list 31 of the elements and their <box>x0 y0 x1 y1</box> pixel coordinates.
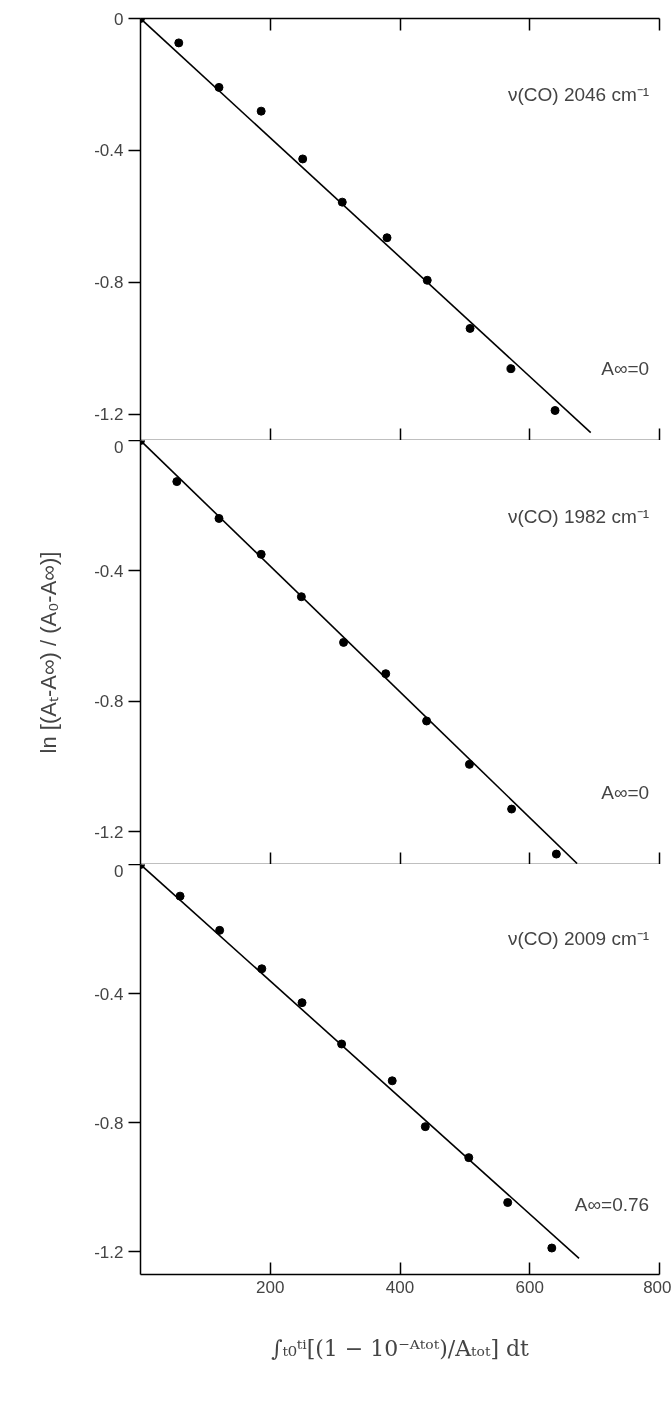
annotation: ν(CO) 2009 cm⁻¹ <box>507 927 650 949</box>
y-axis-title: ln [(Aₜ-A∞) / (A₀-A∞)] <box>36 551 62 754</box>
x-tick-label: 200 <box>256 1277 285 1297</box>
y-tick-label: -0.8 <box>94 1113 124 1133</box>
point <box>298 154 308 164</box>
annotation: ν(CO) 2046 cm⁻¹ <box>507 83 650 105</box>
point <box>382 233 392 243</box>
x-axis-title: ∫ₜ₀ᵗⁱ[(1 − 10⁻ᴬᵗᵒᵗ)/Aₜₒₜ] dt <box>271 1335 530 1361</box>
annotation: ν(CO) 1982 cm⁻¹ <box>507 506 650 528</box>
point <box>506 364 516 374</box>
point <box>256 106 266 116</box>
point <box>550 406 560 415</box>
y-tick-label: 0 <box>114 861 124 881</box>
y-tick-label: -1.2 <box>94 822 124 842</box>
annotation: A∞=0 <box>601 781 650 803</box>
annotation: A∞=0 <box>601 358 650 380</box>
point <box>465 323 475 333</box>
y-tick-label: -0.4 <box>94 141 124 161</box>
y-tick-label: -0.8 <box>94 692 124 712</box>
x-tick-label: 400 <box>385 1277 415 1297</box>
y-tick-label: 0 <box>114 437 124 457</box>
y-tick-label: -1.2 <box>94 405 124 425</box>
annotation: A∞=0.76 <box>574 1194 650 1216</box>
y-tick-label: -0.4 <box>94 984 124 1004</box>
y-tick-label: 0 <box>114 9 124 29</box>
y-tick-label: -0.8 <box>94 273 124 293</box>
x-tick-label: 800 <box>643 1277 671 1297</box>
x-tick-label: 600 <box>515 1277 544 1297</box>
y-tick-label: -0.4 <box>94 561 124 581</box>
y-tick-label: -1.2 <box>94 1242 124 1262</box>
point <box>174 38 184 48</box>
